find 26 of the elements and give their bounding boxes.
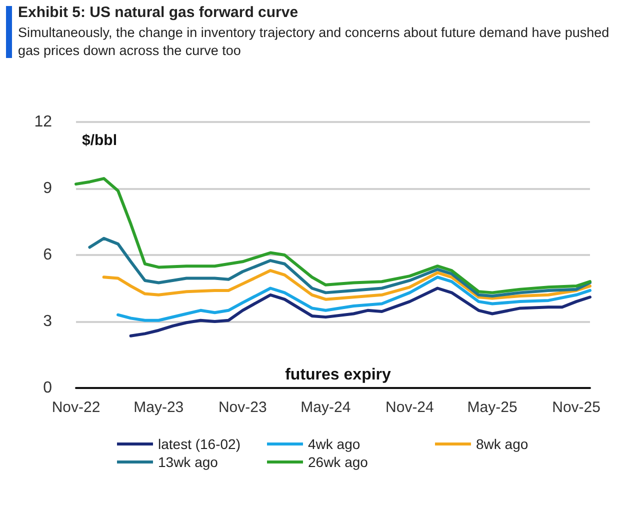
line-series <box>116 276 592 322</box>
line-series <box>88 236 592 298</box>
y-tick-label: 9 <box>43 180 52 197</box>
legend-label: 8wk ago <box>476 436 528 452</box>
line-series <box>102 269 592 301</box>
y-tick-label: 12 <box>34 114 52 130</box>
legend-label: latest (16-02) <box>158 436 240 452</box>
x-tick-label: Nov-22 <box>52 399 100 416</box>
x-tick-label: May-23 <box>134 399 184 416</box>
chart-subtitle: Simultaneously, the change in inventory trajectory and concerns about future demand have pushed gas prices down across the curve too <box>18 24 610 60</box>
chart-title: Exhibit 5: US natural gas forward curve <box>18 4 300 21</box>
x-tick-label: Nov-23 <box>218 399 267 416</box>
x-tick-label: May-24 <box>300 399 351 416</box>
legend-label: 26wk ago <box>308 454 368 470</box>
x-axis-title: futures expiry <box>285 366 392 384</box>
legend-label: 13wk ago <box>158 454 218 470</box>
y-tick-label: 3 <box>43 313 52 330</box>
y-axis-title: $/bbl <box>82 132 118 149</box>
y-tick-label: 6 <box>43 246 52 264</box>
x-tick-label: May-25 <box>467 399 518 416</box>
line-series <box>74 177 592 294</box>
legend-label: 4wk ago <box>308 436 360 452</box>
y-tick-label: 0 <box>43 380 52 396</box>
x-tick-label: Nov-24 <box>386 399 434 416</box>
x-tick-label: Nov-25 <box>552 399 600 416</box>
line-series <box>129 286 592 338</box>
